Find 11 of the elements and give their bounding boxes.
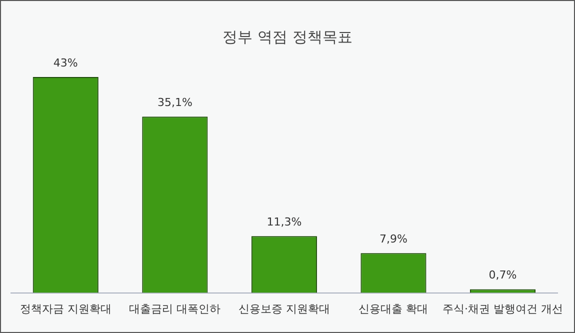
x-tick-label: 신용보증 지원확대 <box>238 302 330 316</box>
x-tick-label: 주식·채권 발행여건 개선 <box>442 302 564 316</box>
x-tick-label: 신용대출 확대 <box>358 302 428 316</box>
x-tick-label: 정책자금 지원확대 <box>20 302 112 316</box>
data-label: 11,3% <box>266 215 302 228</box>
x-tick-label: 대출금리 대폭인하 <box>129 302 221 316</box>
data-label: 43% <box>53 56 78 70</box>
chart-title: 정부 역점 정책목표 <box>222 28 352 46</box>
data-label: 35,1% <box>157 96 192 110</box>
data-label: 7,9% <box>380 232 408 246</box>
data-label: 0,7% <box>488 268 517 282</box>
